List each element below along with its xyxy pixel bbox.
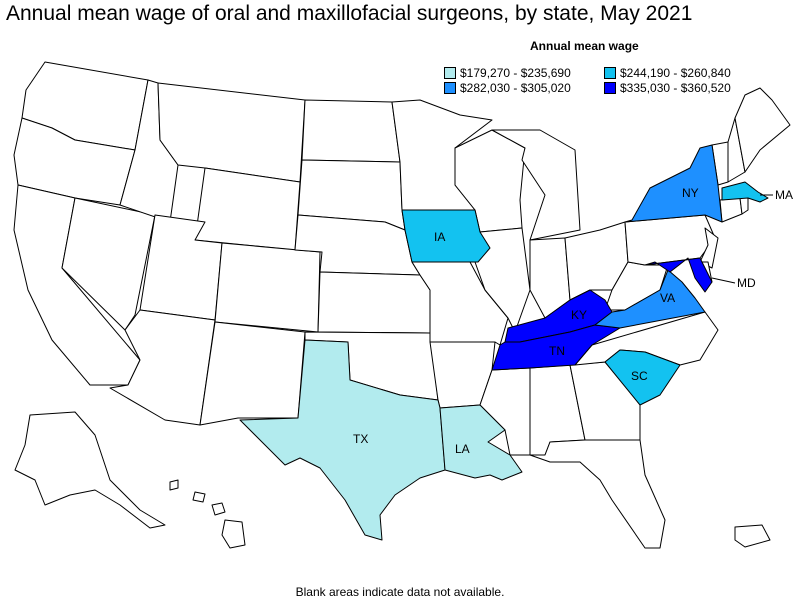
legend-label-bin-1: $179,270 - $235,690 (460, 66, 571, 80)
legend-label-bin-2: $244,190 - $260,840 (620, 66, 731, 80)
state-CO (214, 242, 321, 333)
data-states (239, 144, 769, 541)
map-title: Annual mean wage of oral and maxillofaci… (6, 2, 693, 25)
legend-swatch-bin-1 (444, 67, 456, 79)
legend-swatch-bin-4 (604, 82, 616, 94)
leader-line-MD (711, 277, 736, 284)
territory-PR (734, 524, 771, 548)
legend-label-bin-4: $335,030 - $360,520 (620, 81, 731, 95)
legend-item-bin-1: $179,270 - $235,690 (444, 66, 571, 80)
legend-label-bin-3: $282,030 - $305,020 (460, 81, 571, 95)
state-TX (239, 339, 446, 541)
state-CT (719, 197, 743, 223)
label-KY: KY (571, 308, 587, 322)
label-LA: LA (455, 442, 470, 456)
state-MA (721, 181, 769, 203)
state-ME (734, 87, 791, 173)
label-SC: SC (631, 369, 648, 383)
legend-item-bin-2: $244,190 - $260,840 (604, 66, 731, 80)
state-MD (644, 257, 713, 293)
state-TN (491, 324, 621, 371)
label-VA: VA (660, 291, 675, 305)
state-MO (411, 261, 509, 346)
state-NM (199, 321, 306, 426)
state-labels: TX LA IA KY TN VA SC NY MA MD (353, 186, 793, 456)
legend-title: Annual mean wage (530, 39, 639, 53)
legend-item-bin-3: $282,030 - $305,020 (444, 81, 571, 95)
state-VA (594, 269, 706, 329)
state-AK (14, 411, 166, 529)
state-WY (194, 167, 301, 251)
label-MA: MA (775, 188, 793, 202)
label-TX: TX (353, 432, 368, 446)
state-MT (157, 82, 306, 183)
state-HI (169, 479, 246, 549)
state-KS (317, 271, 431, 334)
label-NY: NY (682, 186, 699, 200)
label-TN: TN (549, 344, 565, 358)
state-IA (401, 209, 491, 263)
state-ND (301, 99, 401, 163)
blank-states (13, 61, 791, 549)
label-IA: IA (434, 230, 445, 244)
state-SC (604, 349, 681, 406)
legend-swatch-bin-3 (444, 82, 456, 94)
state-NY (624, 144, 723, 223)
state-FL (529, 439, 666, 549)
state-RI (739, 197, 749, 215)
state-PA (624, 214, 716, 266)
state-LA (439, 404, 523, 481)
legend-swatch-bin-2 (604, 67, 616, 79)
footnote: Blank areas indicate data not available. (295, 585, 505, 599)
label-MD: MD (737, 276, 756, 290)
state-IL (474, 227, 531, 333)
legend-item-bin-4: $335,030 - $360,520 (604, 81, 731, 95)
